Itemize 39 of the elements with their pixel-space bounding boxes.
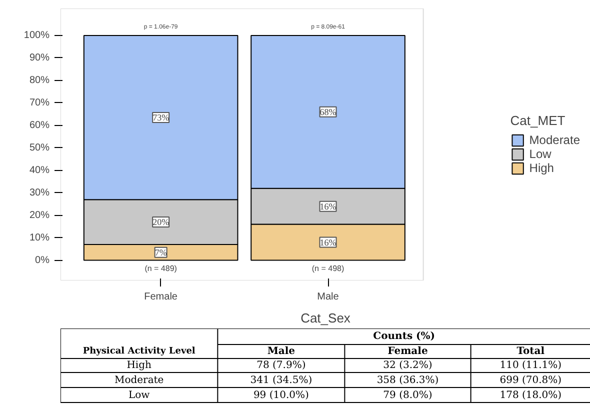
- text: 32 (3.2%): [383, 360, 432, 371]
- y-tick-label: 90%: [29, 52, 50, 64]
- text: 699 (70.8%): [500, 375, 562, 386]
- data-label: 16%: [320, 201, 337, 212]
- text: 79 (8.0%): [383, 390, 432, 401]
- y-tick-label: 40%: [29, 164, 50, 176]
- y-tick-label: 30%: [29, 187, 50, 198]
- text: 110 (11.1%): [500, 360, 562, 371]
- text: 358 (36.3%): [376, 375, 439, 386]
- y-tick-label: 10%: [29, 232, 50, 244]
- text: Moderate: [114, 375, 164, 386]
- text: 99 (10.0%): [253, 390, 310, 401]
- text: Male: [267, 346, 296, 357]
- y-tick-label: 0%: [35, 254, 50, 266]
- data-label: 16%: [320, 237, 337, 248]
- text: High: [126, 360, 152, 371]
- legend-title: Cat_MET: [510, 113, 566, 128]
- data-label: 7%: [154, 247, 168, 258]
- text: Female: [388, 346, 428, 357]
- text: Low: [128, 390, 150, 401]
- text: 341 (34.5%): [250, 375, 312, 386]
- y-tick-label: 70%: [29, 97, 50, 108]
- text: Physical Activity Level: [82, 346, 196, 356]
- text: Total: [516, 346, 545, 357]
- legend-label: Low: [529, 147, 552, 161]
- x-axis-title: Cat_Sex: [300, 310, 351, 326]
- legend-label: High: [529, 161, 554, 175]
- y-tick-label: 80%: [29, 74, 50, 86]
- y-tick-label: 60%: [29, 120, 50, 131]
- annotation: (n = 498): [312, 264, 344, 273]
- y-tick-label: 20%: [29, 210, 50, 221]
- text: 78 (7.9%): [256, 360, 306, 371]
- text: 178 (18.0%): [500, 390, 562, 401]
- text: Counts (%): [373, 331, 436, 342]
- legend-label: Moderate: [529, 133, 580, 147]
- annotation: (n = 489): [144, 264, 178, 273]
- data-label: 68%: [320, 106, 337, 117]
- y-tick-label: 100%: [24, 30, 50, 41]
- y-tick-label: 50%: [29, 142, 50, 154]
